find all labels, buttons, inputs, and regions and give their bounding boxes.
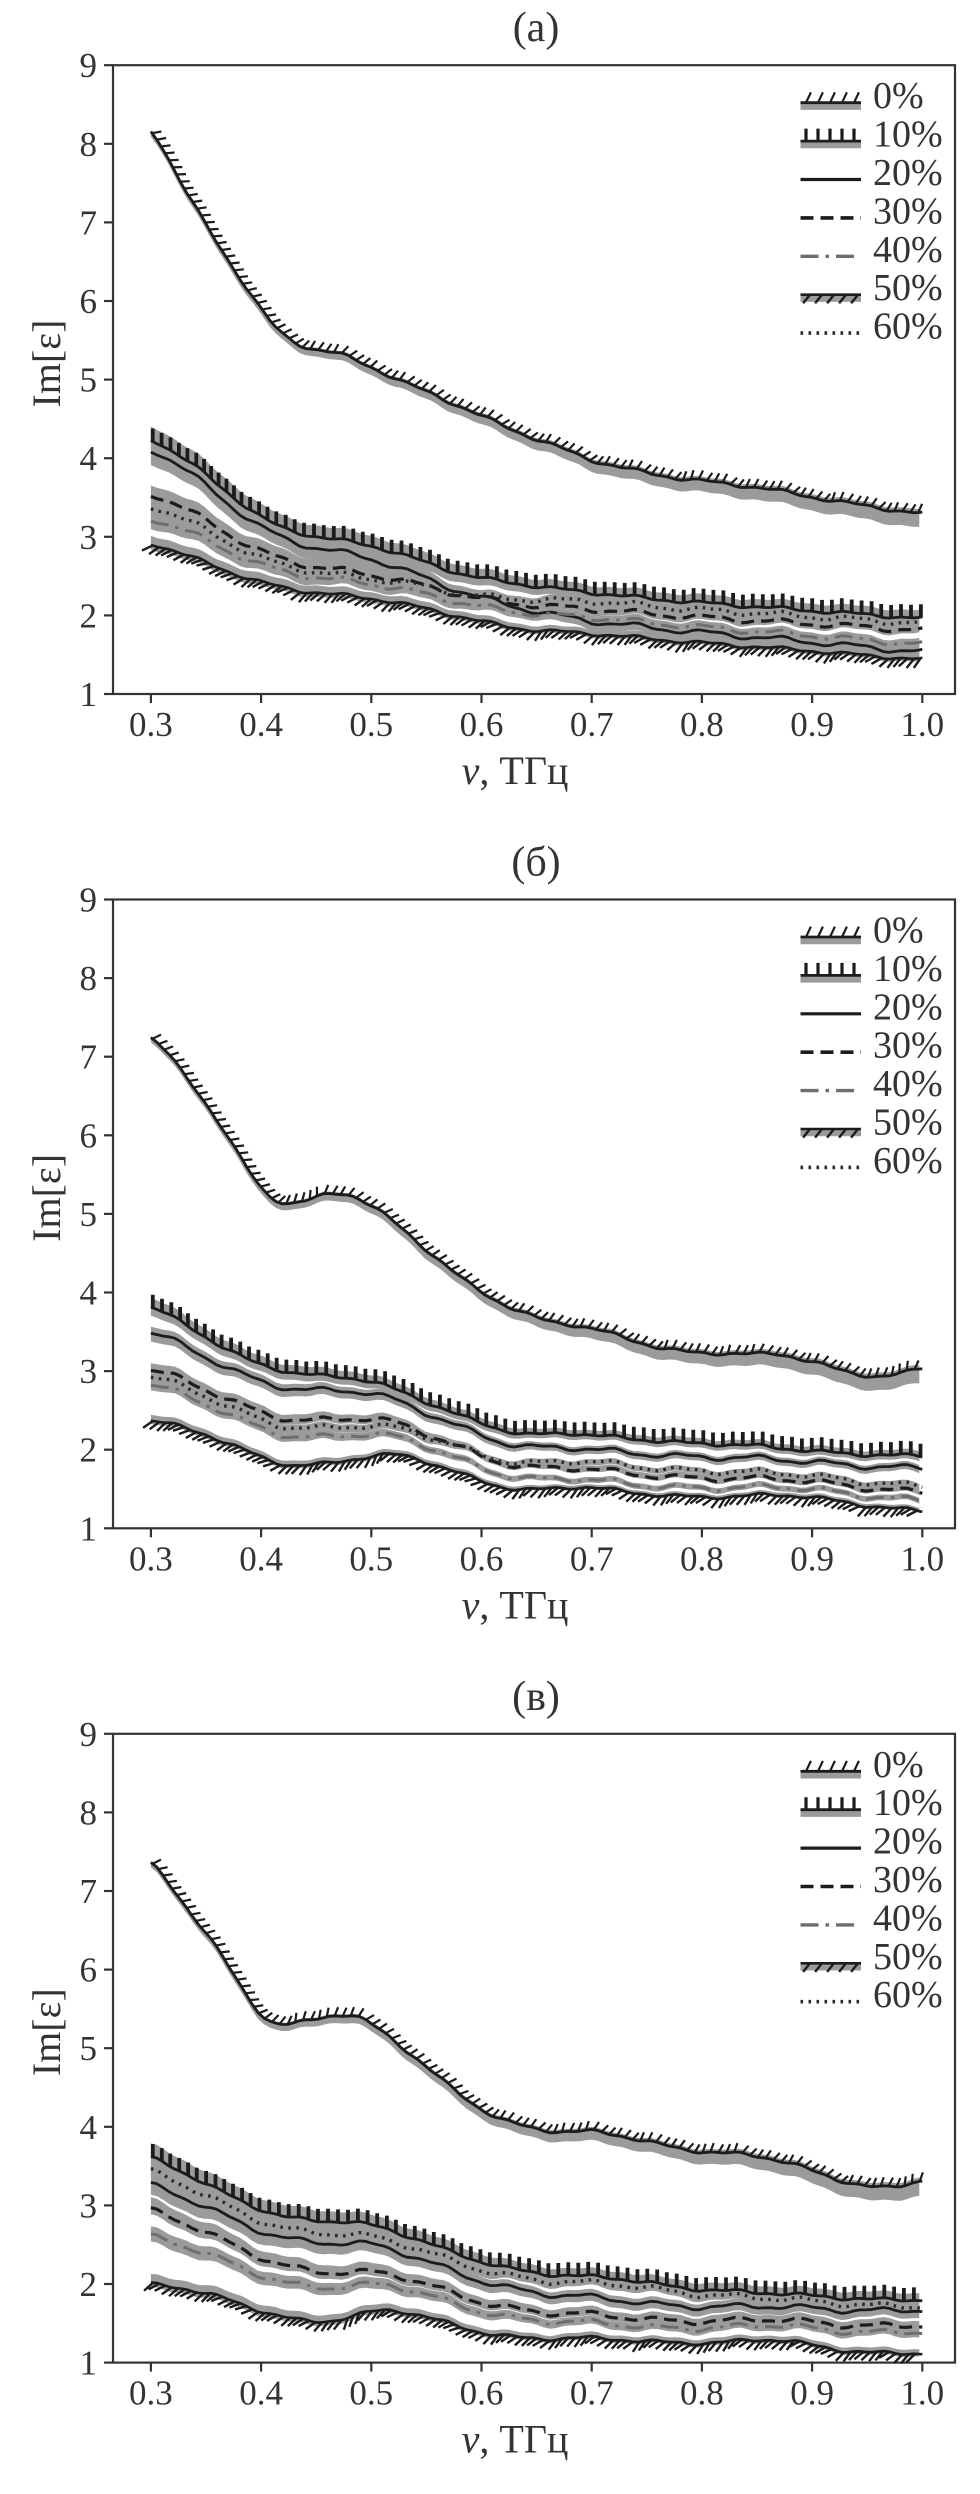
svg-text:7: 7 xyxy=(80,1872,98,1911)
svg-text:60%: 60% xyxy=(873,1140,943,1182)
svg-text:0.4: 0.4 xyxy=(239,705,283,744)
svg-text:20%: 20% xyxy=(873,1821,943,1863)
svg-text:0.3: 0.3 xyxy=(129,1539,173,1578)
svg-text:8: 8 xyxy=(80,125,98,164)
svg-text:0.5: 0.5 xyxy=(349,2374,393,2413)
svg-text:1.0: 1.0 xyxy=(900,705,944,744)
svg-text:0.8: 0.8 xyxy=(680,1539,724,1578)
svg-text:3: 3 xyxy=(80,2186,98,2225)
svg-text:6: 6 xyxy=(80,282,98,321)
svg-text:60%: 60% xyxy=(873,306,943,348)
svg-text:0.9: 0.9 xyxy=(790,2374,834,2413)
svg-text:0.3: 0.3 xyxy=(129,705,173,744)
svg-text:3: 3 xyxy=(80,1352,98,1391)
svg-text:40%: 40% xyxy=(873,1063,943,1105)
svg-text:10%: 10% xyxy=(873,1782,943,1824)
svg-text:8: 8 xyxy=(80,1793,98,1832)
svg-text:60%: 60% xyxy=(873,1974,943,2016)
svg-text:0.3: 0.3 xyxy=(129,2374,173,2413)
svg-text:30%: 30% xyxy=(873,1025,943,1067)
svg-text:6: 6 xyxy=(80,1116,98,1155)
svg-text:0.9: 0.9 xyxy=(790,705,834,744)
svg-text:0.8: 0.8 xyxy=(680,2374,724,2413)
svg-text:(в): (в) xyxy=(512,1674,560,1720)
svg-text:0%: 0% xyxy=(873,75,924,117)
svg-text:2: 2 xyxy=(80,1431,98,1470)
svg-text:9: 9 xyxy=(80,46,98,85)
svg-text:0.7: 0.7 xyxy=(570,705,614,744)
svg-text:0.9: 0.9 xyxy=(790,1539,834,1578)
svg-text:4: 4 xyxy=(80,1274,98,1313)
svg-text:ν, ТГц: ν, ТГц xyxy=(462,1582,569,1627)
svg-text:4: 4 xyxy=(80,2108,98,2147)
svg-text:1.0: 1.0 xyxy=(900,2374,944,2413)
svg-text:20%: 20% xyxy=(873,152,943,194)
svg-text:0.5: 0.5 xyxy=(349,1539,393,1578)
svg-text:0.5: 0.5 xyxy=(349,705,393,744)
svg-text:(б): (б) xyxy=(511,840,560,886)
svg-text:6: 6 xyxy=(80,1951,98,1990)
svg-text:30%: 30% xyxy=(873,190,943,232)
svg-text:4: 4 xyxy=(80,439,98,478)
svg-text:0.8: 0.8 xyxy=(680,705,724,744)
svg-text:2: 2 xyxy=(80,2265,98,2304)
svg-text:5: 5 xyxy=(80,361,98,400)
svg-text:1.0: 1.0 xyxy=(900,1539,944,1578)
svg-text:ν, ТГц: ν, ТГц xyxy=(462,748,569,793)
svg-text:9: 9 xyxy=(80,1715,98,1754)
svg-text:10%: 10% xyxy=(873,948,943,990)
svg-text:0.4: 0.4 xyxy=(239,1539,283,1578)
svg-text:50%: 50% xyxy=(873,1102,943,1144)
svg-text:0.6: 0.6 xyxy=(460,705,504,744)
svg-text:0.6: 0.6 xyxy=(460,2374,504,2413)
svg-text:20%: 20% xyxy=(873,986,943,1028)
svg-text:1: 1 xyxy=(80,2344,98,2383)
svg-text:30%: 30% xyxy=(873,1859,943,1901)
svg-text:Im[ε]: Im[ε] xyxy=(24,1154,69,1242)
svg-text:Im[ε]: Im[ε] xyxy=(24,1988,69,2076)
svg-text:8: 8 xyxy=(80,959,98,998)
svg-text:7: 7 xyxy=(80,203,98,242)
svg-text:9: 9 xyxy=(80,881,98,920)
svg-text:40%: 40% xyxy=(873,1897,943,1939)
svg-text:40%: 40% xyxy=(873,229,943,271)
svg-text:0.7: 0.7 xyxy=(570,1539,614,1578)
svg-text:7: 7 xyxy=(80,1038,98,1077)
svg-text:50%: 50% xyxy=(873,1936,943,1978)
svg-text:0.6: 0.6 xyxy=(460,1539,504,1578)
svg-text:5: 5 xyxy=(80,1195,98,1234)
svg-text:(а): (а) xyxy=(513,5,560,51)
svg-text:1: 1 xyxy=(80,1509,98,1548)
svg-text:1: 1 xyxy=(80,675,98,714)
svg-text:ν, ТГц: ν, ТГц xyxy=(462,2417,569,2462)
svg-text:Im[ε]: Im[ε] xyxy=(24,320,69,408)
svg-text:5: 5 xyxy=(80,2029,98,2068)
svg-text:50%: 50% xyxy=(873,267,943,309)
svg-text:0.4: 0.4 xyxy=(239,2374,283,2413)
svg-text:0%: 0% xyxy=(873,1744,924,1786)
svg-text:0%: 0% xyxy=(873,910,924,952)
svg-text:3: 3 xyxy=(80,518,98,557)
svg-text:2: 2 xyxy=(80,596,98,635)
svg-text:10%: 10% xyxy=(873,114,943,156)
svg-text:0.7: 0.7 xyxy=(570,2374,614,2413)
